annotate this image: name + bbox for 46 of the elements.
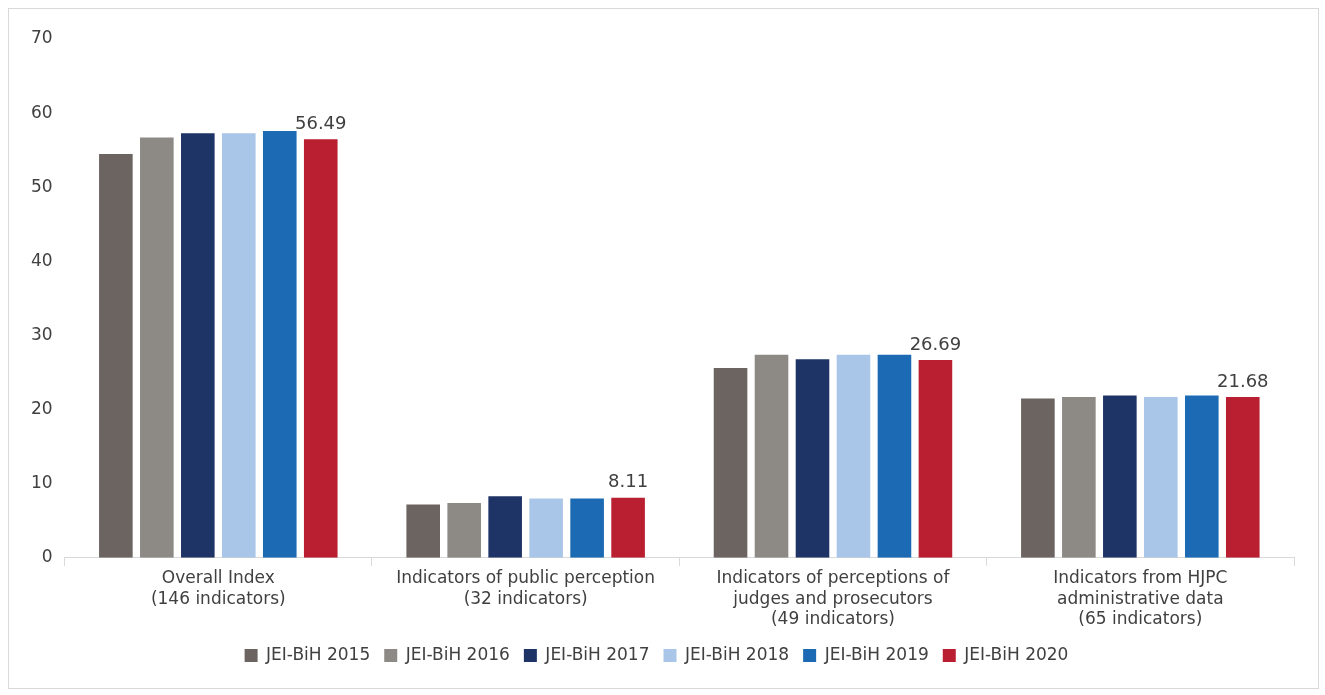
bar <box>1062 396 1096 558</box>
bar <box>570 498 604 558</box>
bar <box>754 354 789 558</box>
bar <box>611 497 645 558</box>
bar <box>918 359 953 558</box>
data-label: 56.49 <box>294 111 347 133</box>
y-tick-label: 0 <box>41 546 53 567</box>
bar <box>1225 397 1260 558</box>
legend-label: JEI-BiH 2018 <box>684 643 790 664</box>
y-tick-label: 20 <box>30 397 53 418</box>
bar <box>140 137 174 558</box>
x-tick-label: Indicators of public perception (32 indicators) <box>396 567 656 608</box>
legend-label: JEI-BiH 2016 <box>404 643 510 664</box>
legend-label: JEI-BiH 2019 <box>823 643 929 664</box>
bar <box>221 133 256 558</box>
legend-label: JEI-BiH 2020 <box>963 643 1069 664</box>
bar <box>795 359 830 558</box>
y-tick-label: 30 <box>30 323 53 344</box>
data-label: 8.11 <box>608 470 649 492</box>
bar <box>181 133 215 558</box>
y-tick-label: 10 <box>30 472 53 493</box>
y-tick-label: 50 <box>30 175 53 196</box>
bar <box>713 368 748 558</box>
bar <box>99 153 133 558</box>
bar <box>262 130 297 558</box>
bar <box>529 498 563 558</box>
bar <box>406 504 440 558</box>
legend-label: JEI-BiH 2015 <box>265 643 371 664</box>
y-tick-label: 40 <box>30 249 53 270</box>
legend-label: JEI-BiH 2017 <box>544 643 650 664</box>
data-label: 26.69 <box>909 332 962 354</box>
bar <box>1103 395 1137 558</box>
bar <box>447 502 481 558</box>
bar <box>1144 396 1178 558</box>
y-tick-label: 60 <box>30 101 53 122</box>
x-tick-label: Indicators of perceptions of judges and prosecutors (49 indicators) <box>716 567 951 629</box>
bar <box>877 354 912 558</box>
bar <box>488 496 522 558</box>
data-label: 21.68 <box>1217 369 1269 391</box>
bar <box>1021 398 1055 558</box>
bar <box>303 139 338 558</box>
bar <box>836 354 871 558</box>
x-tick-label: Indicators from HJPC administrative data (65 indicators) <box>1053 567 1228 629</box>
x-tick-label: Overall Index (146 indicators) <box>150 567 286 608</box>
bar <box>1185 395 1219 558</box>
y-tick-label: 70 <box>30 27 53 48</box>
